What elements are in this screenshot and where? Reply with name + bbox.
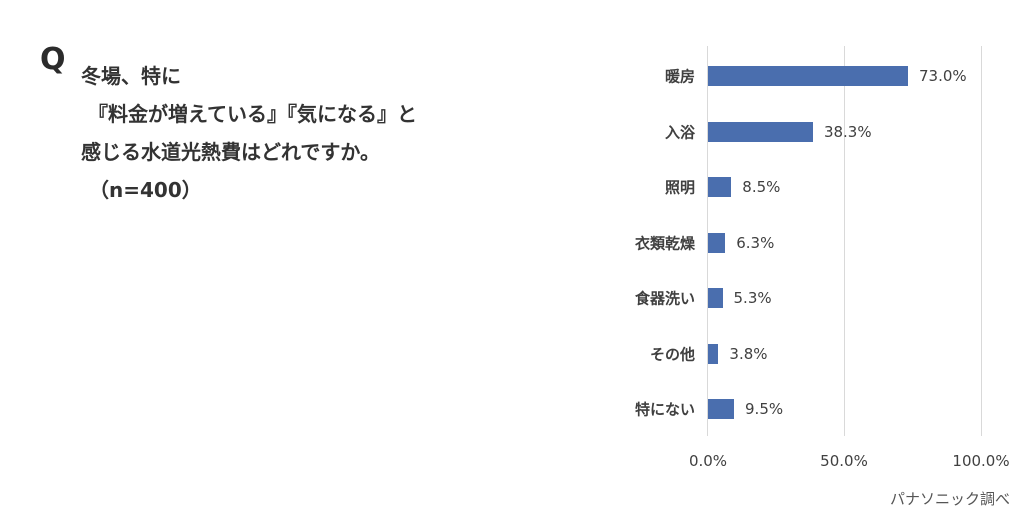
gridline-50	[844, 46, 845, 436]
category-label: 食器洗い	[634, 289, 695, 308]
value-label: 8.5%	[742, 178, 781, 196]
x-tick-100: 100.0%	[952, 452, 1010, 470]
bar	[708, 177, 732, 197]
category-label: 入浴	[664, 123, 695, 141]
category-label: 暖房	[664, 67, 695, 86]
x-tick-50: 50.0%	[820, 452, 868, 470]
question-sample-size: （n=400）	[89, 178, 202, 202]
category-label: 特にない	[634, 400, 695, 419]
bar	[708, 343, 719, 364]
question-line-2: 『料金が増えている』『気になる』と	[88, 102, 417, 126]
value-label: 6.3%	[736, 233, 775, 252]
x-tick-0: 0.0%	[688, 452, 728, 470]
question-text: 冬場、特に 『料金が増えている』『気になる』と 感じる水道光熱費はどれですか。 …	[81, 57, 417, 209]
gridline-100	[981, 46, 982, 436]
value-label: 9.5%	[745, 400, 784, 418]
question-line-1: 冬場、特に	[81, 64, 181, 88]
category-label: 照明	[664, 178, 695, 197]
bar	[708, 399, 735, 419]
value-label: 3.8%	[729, 344, 768, 363]
source-note: パナソニック調べ	[889, 490, 1010, 508]
bar	[708, 288, 723, 308]
category-label: その他	[649, 345, 695, 363]
gridline-0	[707, 46, 708, 436]
value-label: 73.0%	[919, 67, 967, 85]
question-mark: Q	[40, 42, 66, 77]
value-label: 38.3%	[823, 122, 872, 141]
category-label: 衣類乾燥	[634, 234, 695, 252]
bar	[708, 232, 726, 253]
question-line-3: 感じる水道光熱費はどれですか。	[81, 140, 380, 164]
value-label: 5.3%	[733, 289, 772, 307]
bar	[708, 121, 813, 142]
bar	[708, 66, 909, 86]
